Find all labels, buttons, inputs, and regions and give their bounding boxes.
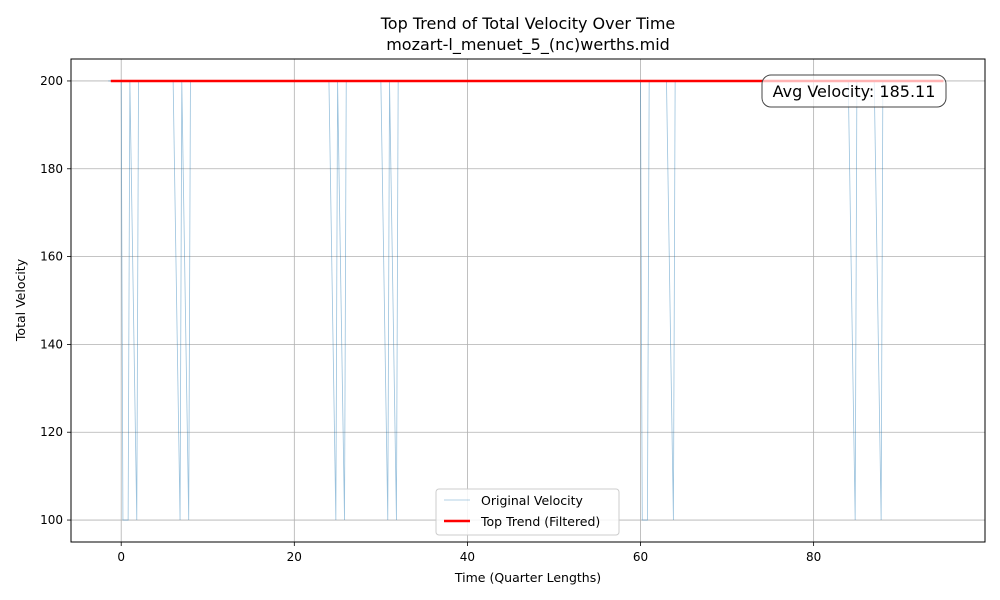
- avg-velocity-annotation: Avg Velocity: 185.11: [761, 74, 947, 108]
- legend-box: [435, 488, 620, 536]
- x-tick-label: 40: [460, 550, 475, 564]
- plot-area-frame: [70, 58, 986, 543]
- y-tick-label: 160: [40, 250, 63, 264]
- x-axis-label: Time (Quarter Lengths): [454, 570, 601, 585]
- x-tick-label: 20: [287, 550, 302, 564]
- chart-subtitle: mozart-l_menuet_5_(nc)werths.mid: [386, 35, 670, 55]
- legend-label-top-trend: Top Trend (Filtered): [480, 514, 600, 529]
- y-axis: 100 120 140 160 180 200: [40, 74, 71, 527]
- y-tick-label: 200: [40, 74, 63, 88]
- y-tick-label: 140: [40, 337, 63, 351]
- x-tick-label: 80: [806, 550, 821, 564]
- annotation-text: Avg Velocity: 185.11: [773, 82, 936, 101]
- legend: Original Velocity Top Trend (Filtered): [435, 488, 620, 536]
- y-tick-label: 100: [40, 513, 63, 527]
- x-axis: 0 20 40 60 80: [117, 542, 821, 564]
- legend-label-original-velocity: Original Velocity: [481, 493, 584, 508]
- chart-title: Top Trend of Total Velocity Over Time: [380, 14, 676, 33]
- x-tick-label: 60: [633, 550, 648, 564]
- x-tick-label: 0: [117, 550, 125, 564]
- annotation-box: [761, 74, 947, 108]
- y-tick-label: 120: [40, 425, 63, 439]
- y-axis-label: Total Velocity: [13, 258, 28, 342]
- y-tick-label: 180: [40, 162, 63, 176]
